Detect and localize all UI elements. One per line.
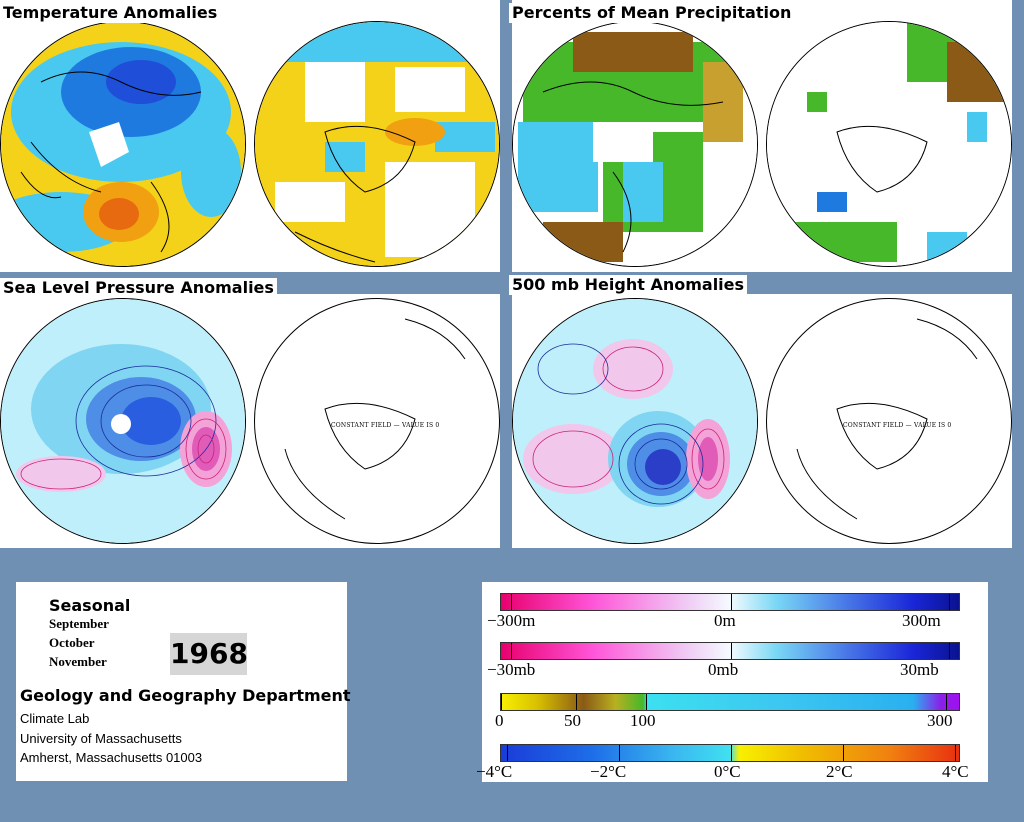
sea-level-pressure-panel: CONSTANT FIELD — VALUE IS 0 [0, 294, 500, 548]
slp-constant-field-note: CONSTANT FIELD — VALUE IS 0 [331, 422, 440, 429]
precip-tick-50 [576, 694, 577, 710]
height-tick-mid [731, 594, 732, 610]
height-500mb-title: 500 mb Height Anomalies [509, 275, 748, 295]
temp-label-p2: 2°C [826, 762, 853, 781]
precipitation-title: Percents of Mean Precipitation [509, 3, 795, 23]
pressure-colorbar [500, 642, 960, 660]
department-name: Geology and Geography Department [20, 686, 351, 705]
precip-label-100: 100 [630, 711, 656, 730]
temp-label-m4: −4°C [476, 762, 513, 781]
height-label-mid: 0m [714, 611, 736, 630]
slp-north-map [0, 298, 246, 544]
height-tick-max [949, 594, 950, 610]
height-constant-field-note: CONSTANT FIELD — VALUE IS 0 [843, 422, 952, 429]
temp-tick-p2 [843, 745, 844, 761]
temp-tick-p4 [955, 745, 956, 761]
precipitation-south-map [766, 21, 1012, 267]
height-north-map [512, 298, 758, 544]
height-label-max: 300m [902, 611, 941, 630]
height-500mb-panel: CONSTANT FIELD — VALUE IS 0 [512, 294, 1012, 548]
address-line-2: University of Massachusetts [20, 731, 182, 746]
pressure-tick-max [949, 643, 950, 659]
temperature-colorbar [500, 744, 960, 762]
month-1: September [49, 616, 109, 631]
temp-label-p4: 4°C [942, 762, 969, 781]
slp-south-map: CONSTANT FIELD — VALUE IS 0 [254, 298, 500, 544]
sea-level-pressure-title: Sea Level Pressure Anomalies [0, 278, 277, 298]
height-south-map: CONSTANT FIELD — VALUE IS 0 [766, 298, 1012, 544]
pressure-label-max: 30mb [900, 660, 939, 679]
height-tick-min [511, 594, 512, 610]
temperature-title: Temperature Anomalies [0, 3, 221, 23]
temperature-south-map [254, 21, 500, 267]
info-box: Seasonal September October November 1968… [16, 582, 351, 781]
precipitation-colorbar [500, 693, 960, 711]
height-label-min: −300m [487, 611, 536, 630]
height-colorbar [500, 593, 960, 611]
precip-tick-300 [946, 694, 947, 710]
month-3: November [49, 654, 107, 669]
pressure-label-mid: 0mb [708, 660, 739, 679]
season-label: Seasonal [49, 596, 131, 615]
address-line-1: Climate Lab [20, 711, 90, 726]
temp-label-m2: −2°C [590, 762, 627, 781]
temp-label-0: 0°C [714, 762, 741, 781]
temperature-north-map [0, 21, 246, 267]
precip-tick-0 [501, 694, 502, 710]
color-legend: −300m 0m 300m −30mb 0mb 30mb 0 50 100 30… [476, 582, 988, 782]
precip-label-0: 0 [495, 711, 504, 730]
temp-tick-m4 [507, 745, 508, 761]
year-label: 1968 [170, 633, 248, 675]
address-line-3: Amherst, Massachusetts 01003 [20, 750, 203, 765]
precip-tick-100 [646, 694, 647, 710]
precipitation-panel [512, 0, 1012, 272]
precipitation-north-map [512, 21, 758, 267]
month-2: October [49, 635, 95, 650]
pressure-tick-mid [731, 643, 732, 659]
temp-tick-0 [731, 745, 732, 761]
precip-label-300: 300 [927, 711, 953, 730]
precip-label-50: 50 [564, 711, 581, 730]
temp-tick-m2 [619, 745, 620, 761]
temperature-panel [0, 0, 500, 272]
pressure-label-min: −30mb [487, 660, 536, 679]
pressure-tick-min [511, 643, 512, 659]
